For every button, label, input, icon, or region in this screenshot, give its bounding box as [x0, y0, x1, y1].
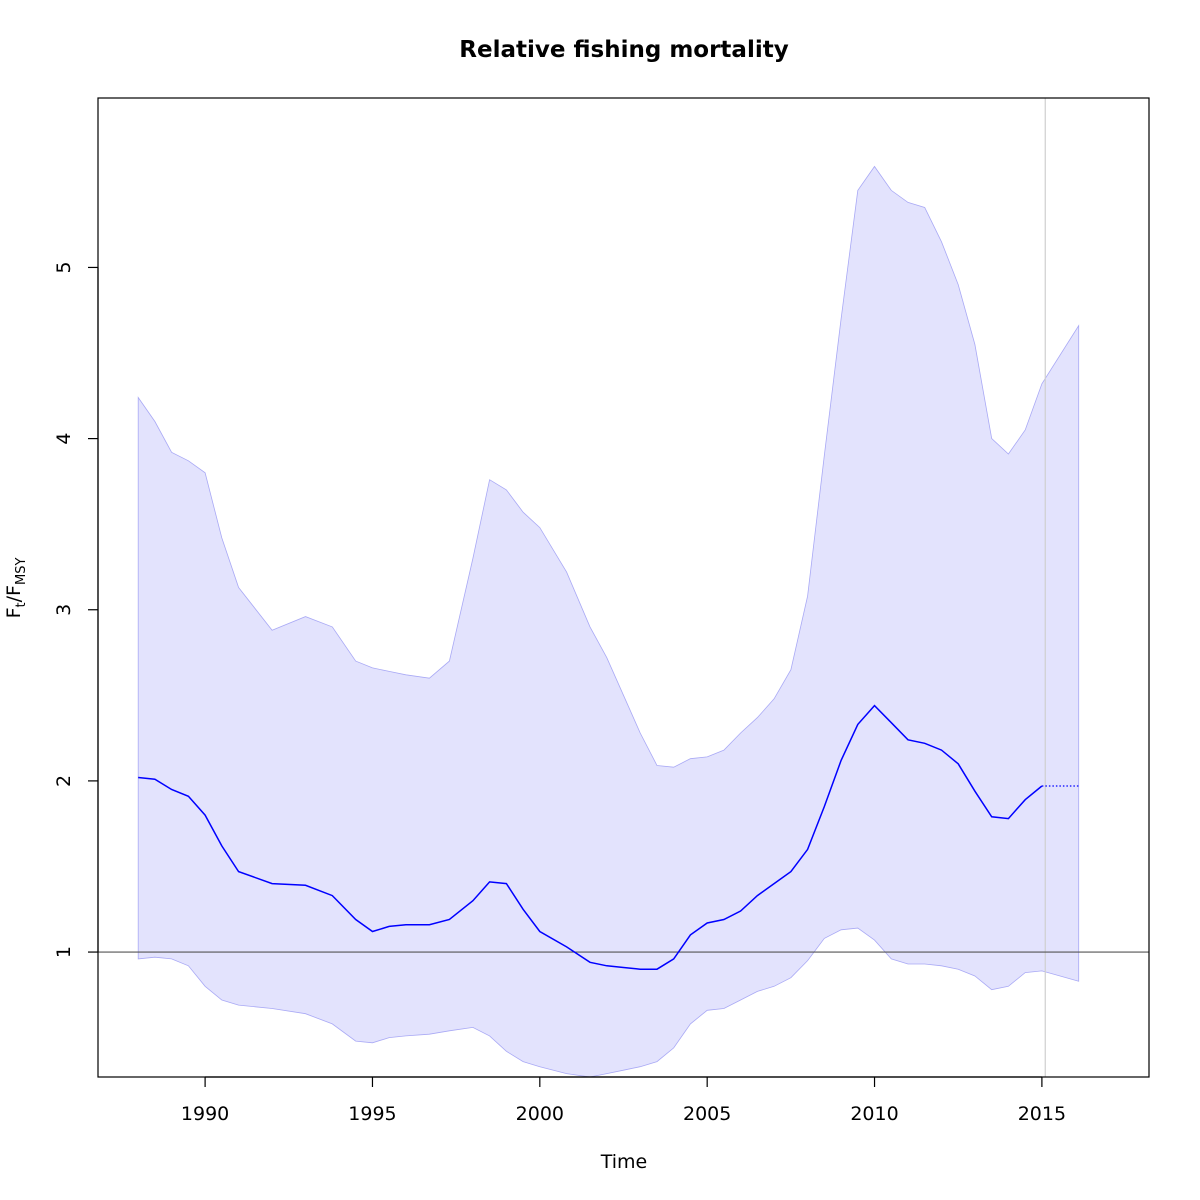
plot-area	[98, 98, 1149, 1078]
x-axis: 1990 1995 2000 2005 2010 2015	[181, 1076, 1066, 1125]
y-axis-label-main: F	[3, 607, 25, 618]
x-axis-label: Time	[600, 1151, 648, 1173]
y-tick-label: 5	[53, 261, 75, 273]
y-tick-label: 3	[53, 604, 75, 616]
y-axis: 1 2 3 4 5	[53, 261, 99, 958]
y-axis-label-sub2: MSY	[14, 558, 29, 585]
y-tick-label: 1	[53, 946, 75, 958]
x-tick-label: 2015	[1018, 1103, 1066, 1125]
x-tick-label: 2005	[683, 1103, 731, 1125]
y-tick-label: 2	[53, 775, 75, 787]
confidence-band	[137, 165, 1080, 1078]
chart-title: Relative fishing mortality	[459, 37, 788, 63]
estimate-line	[138, 704, 1043, 970]
x-tick-label: 2000	[516, 1103, 564, 1125]
y-tick-label: 4	[53, 433, 75, 445]
y-axis-label: Ft/FMSY	[3, 558, 29, 619]
y-axis-label-sub1: t	[14, 602, 29, 607]
x-tick-label: 2010	[850, 1103, 898, 1125]
y-axis-label-sep: /F	[3, 585, 25, 602]
x-tick-label: 1995	[348, 1103, 396, 1125]
x-tick-label: 1990	[181, 1103, 229, 1125]
